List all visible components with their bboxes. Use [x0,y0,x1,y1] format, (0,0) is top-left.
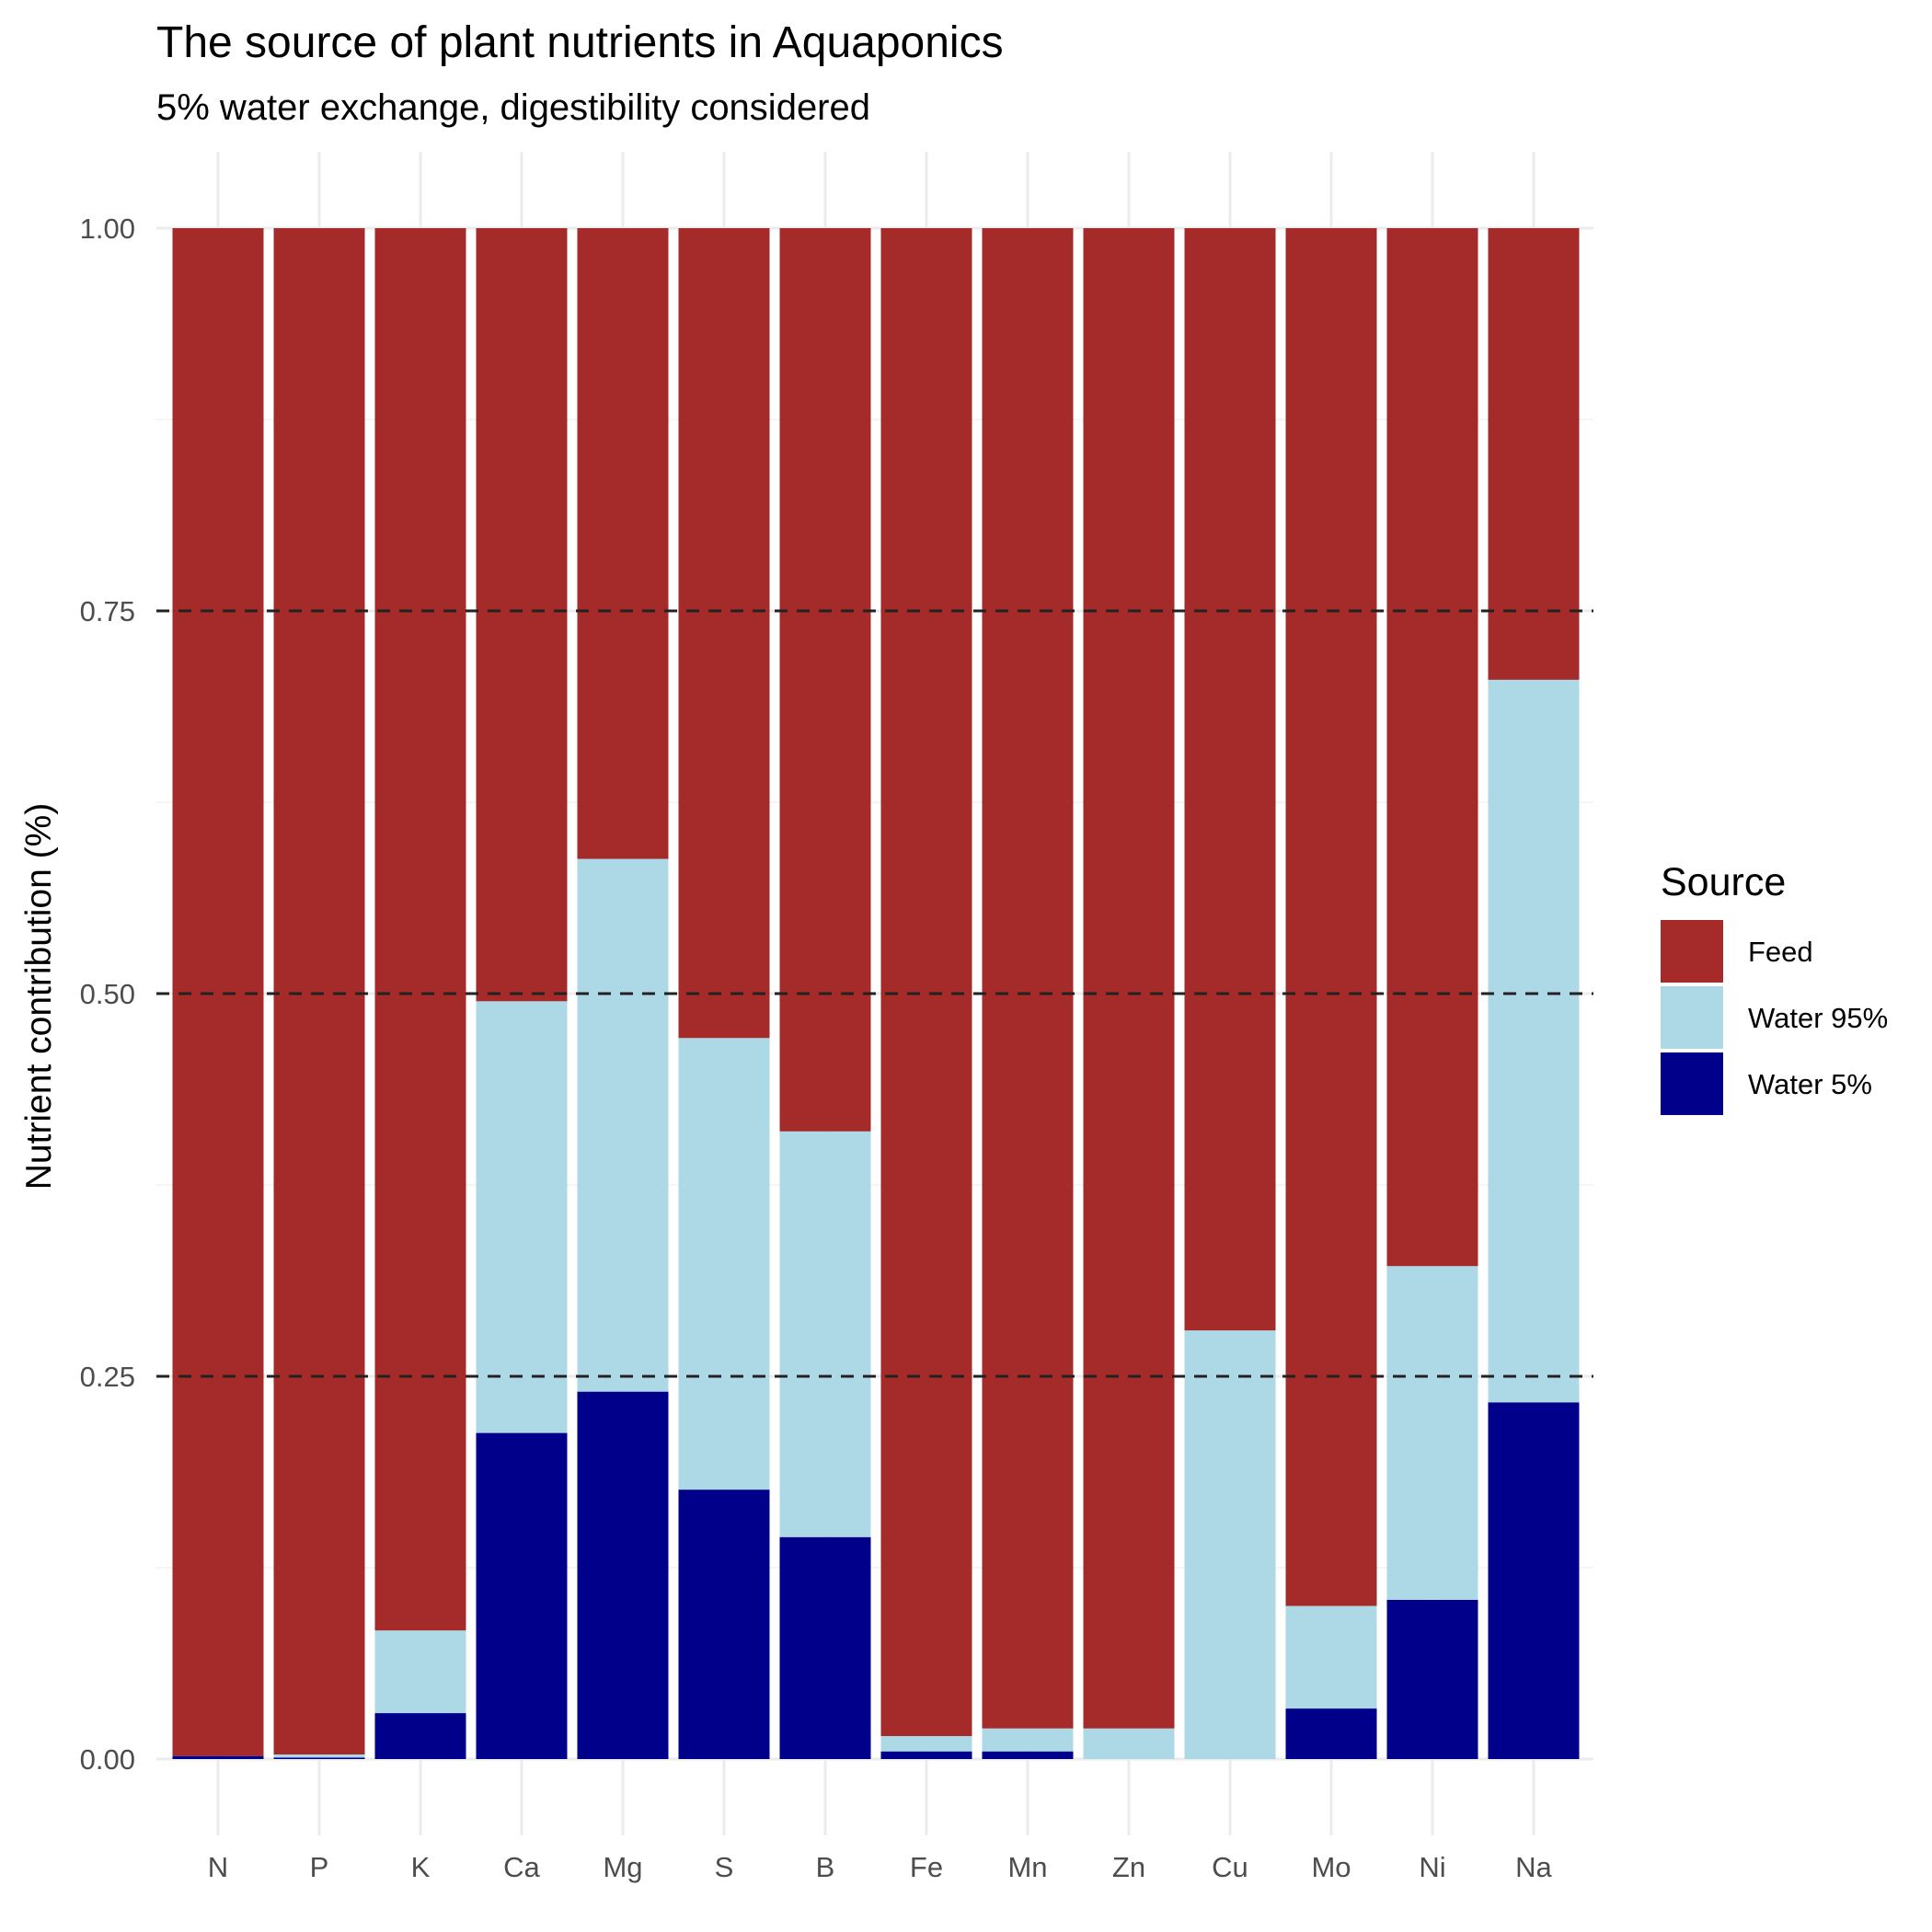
bar-ca-water-95- [476,1001,568,1433]
x-tick-label: Mn [1007,1851,1047,1883]
legend-swatch [1661,1052,1723,1115]
bar-p-water-95- [273,1754,365,1758]
bar-ca-feed [476,228,568,1002]
bar-fe-water-5- [880,1751,972,1759]
y-tick-label: 0.00 [80,1743,135,1776]
x-axis-ticks: N P K Ca Mg S B Fe Mn Zn Cu Mo Ni Na [208,1851,1553,1883]
x-tick-label: Ca [503,1851,540,1883]
x-tick-label: Mo [1311,1851,1351,1883]
bar-mo-water-5- [1285,1708,1377,1759]
chart-subtitle: 5% water exchange, digestibility conside… [156,87,870,128]
bar-mo-water-95- [1285,1605,1377,1709]
y-tick-label: 0.25 [80,1361,135,1393]
bar-ni-feed [1386,228,1478,1267]
bar-zn-feed [1083,228,1175,1729]
bar-mg-feed [577,228,669,859]
bar-mn-feed [982,228,1074,1729]
bar-mg-water-5- [577,1391,669,1759]
bar-cu-water-95- [1184,1330,1276,1759]
legend-label: Water 95% [1748,1002,1888,1034]
bar-mg-water-95- [577,858,669,1392]
x-tick-label: K [411,1851,431,1883]
bars-layer [172,228,1580,1759]
reference-lines-layer [156,609,1593,1378]
y-axis-ticks: 0.00 0.25 0.50 0.75 1.00 [80,213,135,1776]
bar-n-feed [172,228,264,1756]
bar-ca-water-5- [476,1432,568,1759]
legend-label: Water 5% [1748,1068,1872,1100]
x-tick-label: P [310,1851,329,1883]
bar-b-water-5- [779,1536,871,1759]
bar-p-water-5- [273,1757,365,1759]
bar-fe-feed [880,228,972,1737]
legend-swatch [1661,920,1723,983]
x-tick-label: Mg [603,1851,642,1883]
legend-label: Feed [1748,936,1813,968]
x-tick-label: Ni [1419,1851,1445,1883]
bar-ni-water-95- [1386,1266,1478,1600]
legend: Source Feed Water 95% Water 5% [1661,860,1888,1115]
bar-k-water-5- [374,1713,466,1759]
x-tick-label: B [816,1851,835,1883]
bar-s-feed [678,228,770,1039]
x-tick-label: Zn [1112,1851,1145,1883]
y-tick-label: 1.00 [80,213,135,245]
bar-k-feed [374,228,466,1631]
legend-swatch [1661,986,1723,1049]
bar-s-water-95- [678,1038,770,1490]
x-tick-label: Fe [910,1851,943,1883]
bar-na-feed [1488,228,1580,680]
legend-title: Source [1661,860,1786,904]
x-tick-label: Na [1515,1851,1552,1883]
y-tick-label: 0.75 [80,595,135,627]
bar-p-feed [273,228,365,1755]
bar-b-water-95- [779,1131,871,1537]
bar-cu-feed [1184,228,1276,1331]
bar-na-water-95- [1488,679,1580,1403]
x-tick-label: S [715,1851,734,1883]
bar-mn-water-5- [982,1751,1074,1759]
bar-b-feed [779,228,871,1132]
bar-fe-water-95- [880,1736,972,1752]
bar-zn-water-95- [1083,1728,1175,1759]
chart-title: The source of plant nutrients in Aquapon… [156,18,1004,67]
bar-k-water-95- [374,1630,466,1714]
bar-na-water-5- [1488,1402,1580,1759]
bar-mn-water-95- [982,1728,1074,1752]
bar-n-water-5- [172,1755,264,1759]
y-tick-label: 0.50 [80,978,135,1010]
bar-mo-feed [1285,228,1377,1606]
y-axis-label: Nutrient contribution (%) [19,803,59,1190]
x-tick-label: Cu [1212,1851,1248,1883]
bar-ni-water-5- [1386,1599,1478,1759]
x-tick-label: N [208,1851,228,1883]
bar-s-water-5- [678,1489,770,1759]
